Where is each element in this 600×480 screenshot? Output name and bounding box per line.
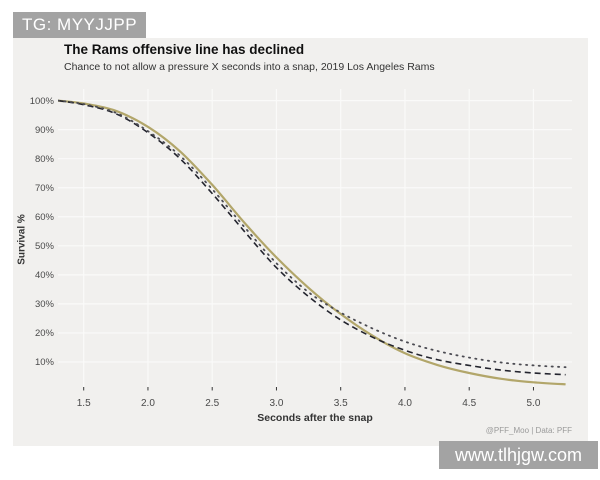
x-tick-label: 3.0 [269,398,284,409]
series-solid-line [58,99,566,386]
x-tick-label: 4.0 [397,398,412,409]
x-tick-label: 4.5 [462,398,477,409]
x-tick-label: 2.5 [205,398,220,409]
y-tick-label: 60% [34,211,54,223]
y-tick-label: 30% [34,298,54,310]
chart-title: The Rams offensive line has declined [64,42,305,57]
top-left-watermark: TG: MYYJJPP [13,12,147,38]
y-tick-label: 80% [34,153,54,165]
chart-caption: @PFF_Moo | Data: PFF [485,426,572,435]
x-tick-label: 2.0 [140,398,155,409]
y-tick-label: 70% [34,182,54,194]
y-tick-label: 20% [34,327,54,339]
chart-subtitle: Chance to not allow a pressure X seconds… [64,61,435,73]
y-tick-label: 40% [34,269,54,281]
x-tick-label: 5.0 [526,398,541,409]
top-left-watermark-text: TG: MYYJJPP [22,15,138,34]
x-tick-label: 1.5 [76,398,91,409]
series-dashed-line [58,99,566,376]
x-axis-title: Seconds after the snap [257,412,373,424]
bottom-right-watermark-text: www.tlhjgw.com [454,444,583,465]
y-tick-label: 50% [34,240,54,252]
plot-panel [58,89,572,391]
y-tick-label: 90% [34,124,54,136]
y-tick-label: 10% [34,356,54,368]
y-tick-label: 100% [29,95,54,107]
x-tick-label: 3.5 [333,398,348,409]
bottom-right-watermark: www.tlhjgw.com [439,441,598,469]
series-dotted-line [58,99,567,369]
